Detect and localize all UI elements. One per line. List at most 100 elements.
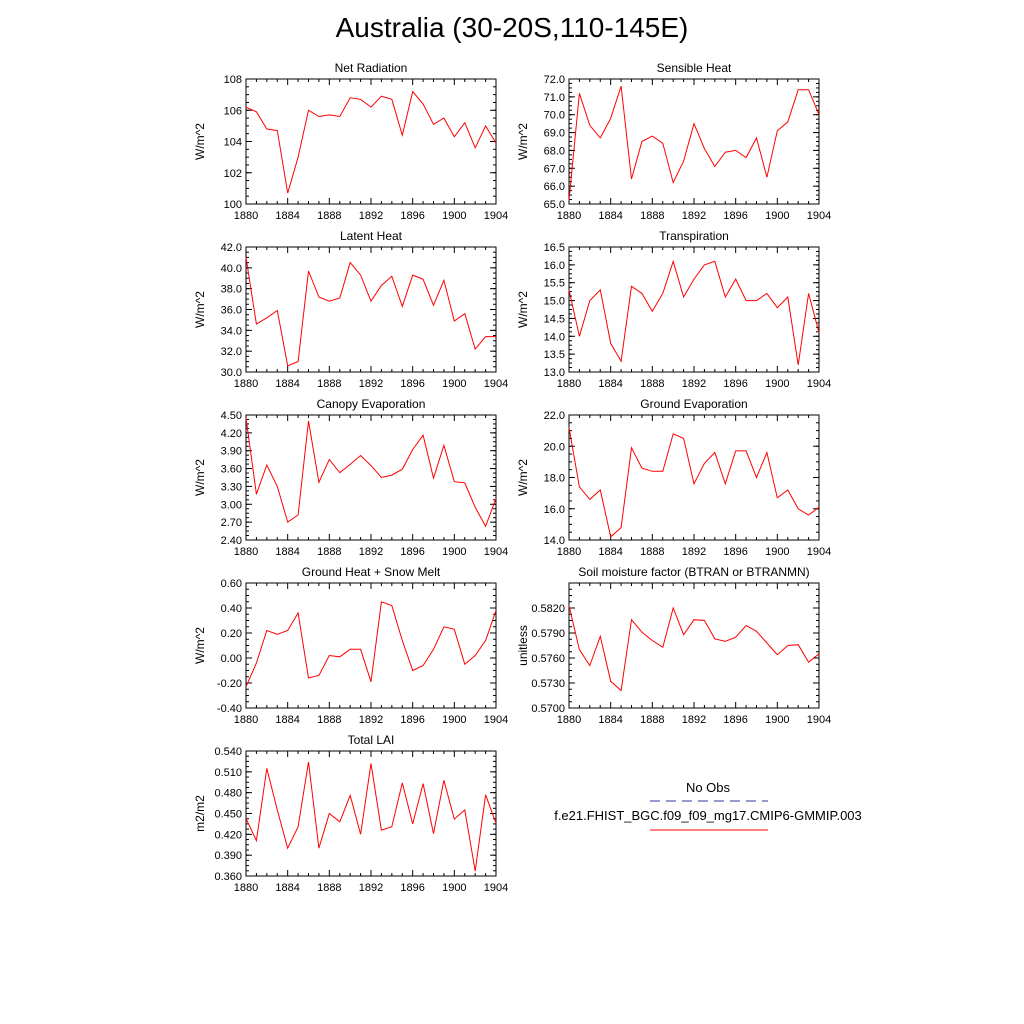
- x-tick-label: 1904: [484, 546, 508, 558]
- chart-panel: 1880 1884 1888 1892 1896 1900 1904 13.0 13.5 14.0…: [516, 229, 831, 390]
- y-tick-label: 3.30: [221, 481, 242, 493]
- x-tick-label: 1888: [640, 378, 664, 390]
- y-axis-label: unitless: [516, 625, 530, 666]
- series-line: [568, 259, 820, 365]
- legend-obs-label: No Obs: [686, 780, 731, 795]
- x-tick-label: 1892: [359, 882, 383, 894]
- series-line: [568, 427, 820, 538]
- y-tick-label: 102: [224, 168, 242, 180]
- x-tick-label: 1888: [317, 714, 341, 726]
- series-line: [568, 85, 820, 201]
- y-tick-label: 13.0: [544, 367, 565, 379]
- y-axis-label: W/m^2: [193, 291, 207, 328]
- y-tick-label: 40.0: [221, 263, 242, 275]
- chart-panel: 1880 1884 1888 1892 1896 1900 1904 14.0 16.0 18.0…: [516, 397, 831, 558]
- y-tick-label: 42.0: [221, 242, 242, 254]
- plot-frame: [568, 582, 820, 709]
- y-tick-label: -0.20: [217, 678, 242, 690]
- x-tick-label: 1880: [234, 546, 258, 558]
- y-tick-label: 0.420: [214, 829, 242, 841]
- y-tick-label: 0.510: [214, 767, 242, 779]
- y-tick-label: 0.390: [214, 850, 242, 862]
- plot-frame: [245, 750, 497, 877]
- x-tick-label: 1888: [640, 210, 664, 222]
- series-line: [245, 90, 497, 194]
- x-tick-label: 1896: [400, 210, 424, 222]
- x-tick-label: 1896: [723, 378, 747, 390]
- chart-title: Ground Heat + Snow Melt: [302, 565, 441, 579]
- y-axis-label: W/m^2: [516, 459, 530, 496]
- x-tick-label: 1896: [723, 210, 747, 222]
- x-tick-label: 1892: [359, 210, 383, 222]
- x-tick-label: 1884: [598, 210, 622, 222]
- x-tick-label: 1892: [682, 546, 706, 558]
- x-tick-label: 1904: [484, 378, 508, 390]
- y-tick-label: 70.0: [544, 110, 565, 122]
- y-tick-label: 38.0: [221, 284, 242, 296]
- x-tick-label: 1888: [640, 546, 664, 558]
- y-tick-label: 0.360: [214, 871, 242, 883]
- y-tick-label: 0.540: [214, 746, 242, 758]
- y-tick-label: 4.50: [221, 410, 242, 422]
- y-axis-label: W/m^2: [193, 459, 207, 496]
- chart-title: Sensible Heat: [657, 61, 732, 75]
- x-tick-label: 1880: [234, 714, 258, 726]
- y-tick-label: 3.00: [221, 499, 242, 511]
- y-tick-label: 66.0: [544, 181, 565, 193]
- y-tick-label: 2.70: [221, 517, 242, 529]
- chart-title: Total LAI: [348, 733, 395, 747]
- x-tick-label: 1884: [275, 882, 299, 894]
- x-tick-label: 1892: [682, 378, 706, 390]
- plot-frame: [568, 246, 820, 373]
- x-tick-label: 1904: [484, 882, 508, 894]
- y-tick-label: 16.5: [544, 242, 565, 254]
- y-tick-label: 106: [224, 105, 242, 117]
- y-tick-label: 32.0: [221, 346, 242, 358]
- x-tick-label: 1904: [484, 210, 508, 222]
- chart-panel: 1880 1884 1888 1892 1896 1900 1904 -0.40 -0.20 0.…: [193, 565, 508, 726]
- y-axis-label: m2/m2: [193, 795, 207, 832]
- chart-panel: 1880 1884 1888 1892 1896 1900 1904 30.0 32.0 34.0…: [193, 229, 508, 390]
- y-tick-label: 18.0: [544, 473, 565, 485]
- x-tick-label: 1900: [442, 210, 466, 222]
- x-tick-label: 1896: [723, 546, 747, 558]
- plot-frame: [245, 414, 497, 541]
- x-tick-label: 1904: [807, 714, 831, 726]
- x-tick-label: 1896: [723, 714, 747, 726]
- y-tick-label: 0.5760: [531, 653, 565, 665]
- y-tick-label: 3.60: [221, 464, 242, 476]
- x-tick-label: 1888: [317, 882, 341, 894]
- chart-panel: 1880 1884 1888 1892 1896 1900 1904 2.40 2.70 3.00…: [193, 397, 508, 558]
- y-tick-label: 13.5: [544, 349, 565, 361]
- x-tick-label: 1892: [359, 378, 383, 390]
- series-line: [245, 762, 497, 872]
- x-tick-label: 1896: [400, 882, 424, 894]
- y-tick-label: 104: [224, 137, 242, 149]
- y-axis-label: W/m^2: [516, 291, 530, 328]
- x-tick-label: 1900: [765, 714, 789, 726]
- y-tick-label: 0.5700: [531, 703, 565, 715]
- plot-frame: [568, 78, 820, 205]
- x-tick-label: 1884: [275, 546, 299, 558]
- y-tick-label: 0.450: [214, 809, 242, 821]
- x-tick-label: 1900: [765, 546, 789, 558]
- chart-panel: 1880 1884 1888 1892 1896 1900 1904 65.0 66.0 67.0…: [516, 61, 831, 222]
- x-tick-label: 1888: [317, 546, 341, 558]
- y-tick-label: 16.0: [544, 260, 565, 272]
- y-tick-label: 34.0: [221, 325, 242, 337]
- x-tick-label: 1880: [234, 378, 258, 390]
- x-tick-label: 1888: [640, 714, 664, 726]
- y-tick-label: 0.5730: [531, 678, 565, 690]
- y-tick-label: 0.00: [221, 653, 242, 665]
- y-tick-label: 30.0: [221, 367, 242, 379]
- chart-title: Ground Evaporation: [640, 397, 747, 411]
- chart-panel: 1880 1884 1888 1892 1896 1900 1904 0.360 0.390 0.…: [193, 733, 508, 894]
- x-tick-label: 1884: [598, 714, 622, 726]
- y-tick-label: 67.0: [544, 163, 565, 175]
- chart-panel: 1880 1884 1888 1892 1896 1900 1904 0.5700 0.5730…: [516, 565, 831, 726]
- y-tick-label: 16.0: [544, 504, 565, 516]
- y-tick-label: 36.0: [221, 305, 242, 317]
- series-line: [245, 417, 497, 528]
- y-tick-label: 0.20: [221, 628, 242, 640]
